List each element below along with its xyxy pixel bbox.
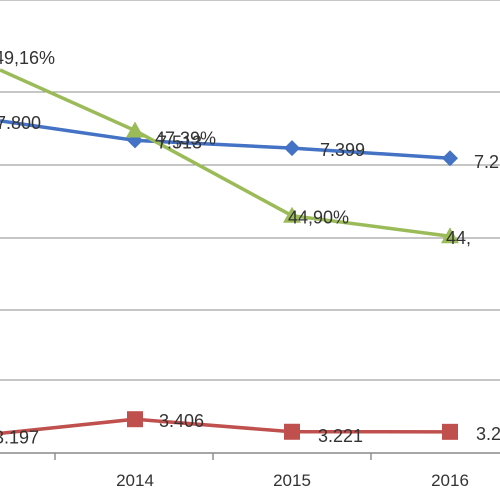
data-label-green: 44, <box>446 228 471 248</box>
data-label-blue: 7.800 <box>0 113 41 133</box>
series-line-red <box>0 417 451 436</box>
x-tick-label: 2015 <box>273 471 311 490</box>
data-point-green <box>126 121 144 138</box>
x-tick-label: 2016 <box>431 471 469 490</box>
data-label-red: 3.2 <box>476 424 500 444</box>
data-point-blue <box>284 140 300 157</box>
data-point-blue <box>442 150 458 167</box>
data-point-red <box>284 423 300 440</box>
x-tick-label: 2014 <box>116 471 154 490</box>
data-point-red <box>442 423 458 440</box>
data-labels: 7.800 7.513 7.399 7.2 49,16% 47,39% 44,90% 44, 3… <box>0 48 500 447</box>
data-label-red: 3.221 <box>318 426 363 446</box>
series-group <box>0 68 459 440</box>
series-line-green <box>0 68 451 238</box>
data-label-blue: 7.2 <box>474 152 499 172</box>
data-label-green: 47,39% <box>155 129 216 149</box>
data-label-green: 44,90% <box>288 208 349 228</box>
series-line-blue <box>0 119 451 160</box>
data-label-blue: 7.399 <box>320 140 365 160</box>
data-label-blue: 7.513 <box>157 132 202 152</box>
data-label-red: 3.406 <box>159 411 204 431</box>
data-label-green: 49,16% <box>0 48 55 68</box>
data-point-red <box>127 411 143 428</box>
data-point-green <box>283 206 301 223</box>
data-label-red: 3.197 <box>0 427 39 447</box>
x-axis: 2014 2015 2016 <box>54 453 469 490</box>
data-point-green <box>441 227 459 244</box>
gridlines <box>0 0 500 454</box>
